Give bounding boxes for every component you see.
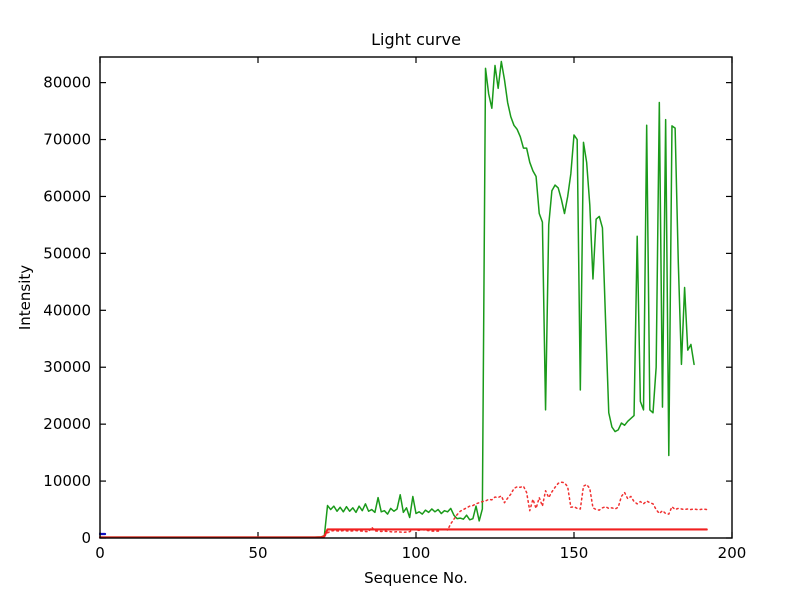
x-tick-labels: 0 50 100 150 200: [95, 544, 746, 562]
axes-background: [100, 57, 732, 538]
y-tick-label: 40000: [43, 301, 91, 319]
y-tick-label: 60000: [43, 187, 91, 205]
x-axis-title: Sequence No.: [364, 569, 468, 587]
x-tick-label: 150: [560, 544, 589, 562]
y-tick-label: 20000: [43, 415, 91, 433]
y-axis-title: Intensity: [16, 265, 34, 330]
x-tick-label: 200: [718, 544, 747, 562]
x-tick-label: 50: [248, 544, 267, 562]
x-tick-label: 100: [402, 544, 431, 562]
y-tick-label: 70000: [43, 131, 91, 149]
series-source-intensity: [99, 60, 695, 538]
chart-title: Light curve: [371, 30, 461, 49]
y-tick-label: 30000: [43, 358, 91, 376]
y-tick-label: 50000: [43, 244, 91, 262]
y-tick-label: 10000: [43, 472, 91, 490]
y-tick-label: 80000: [43, 74, 91, 92]
y-tick-labels: 0 10000 20000 30000 40000 50000 60000 70000 8000…: [43, 74, 91, 547]
series-background-intensity-dotted-: [323, 481, 708, 538]
x-tick-label: 0: [95, 544, 105, 562]
y-tick-marks: [100, 82, 732, 539]
axes-frame: [99, 56, 733, 539]
y-tick-label: 0: [81, 529, 91, 547]
